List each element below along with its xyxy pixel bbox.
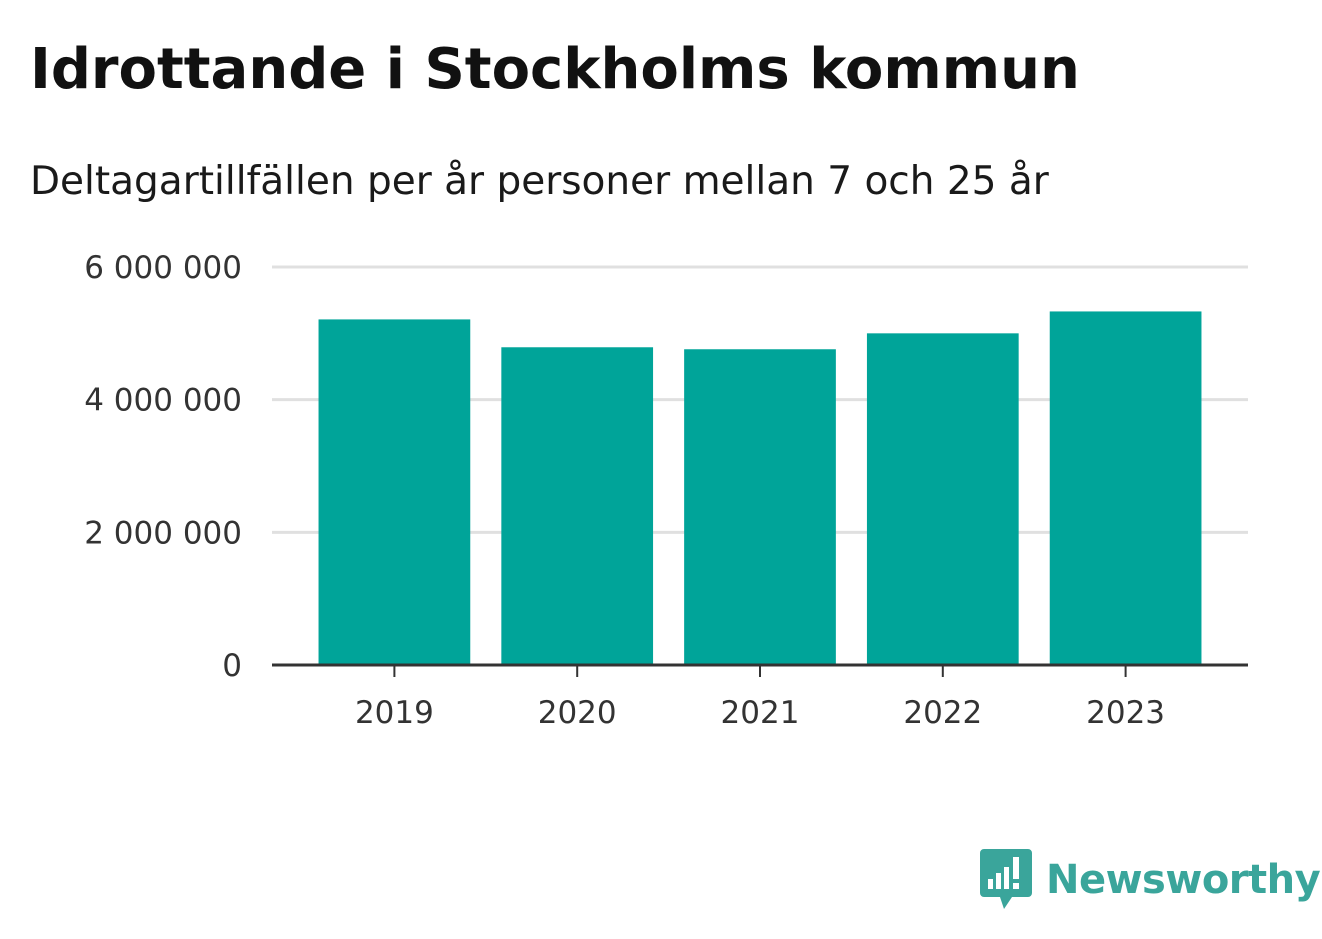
x-tick-label: 2023 bbox=[1086, 695, 1165, 731]
y-axis-tick-labels: 0 2 000 000 4 000 000 6 000 000 bbox=[84, 250, 242, 684]
bar-2023 bbox=[1049, 311, 1202, 665]
newsworthy-logo-icon bbox=[980, 849, 1032, 909]
y-tick-label: 6 000 000 bbox=[84, 250, 242, 286]
bar-2022 bbox=[866, 333, 1019, 665]
chart-subtitle: Deltagartillfällen per år personer mella… bbox=[30, 159, 1049, 204]
x-tick-label: 2021 bbox=[721, 695, 800, 731]
x-tick-label: 2022 bbox=[903, 695, 982, 731]
x-tick-label: 2020 bbox=[538, 695, 617, 731]
y-tick-label: 0 bbox=[222, 648, 242, 684]
brand-name: Newsworthy bbox=[1046, 857, 1321, 903]
brand-footer: Newsworthy bbox=[980, 848, 1321, 912]
x-tick-label: 2019 bbox=[355, 695, 434, 731]
x-axis: 2019 2020 2021 2022 2023 bbox=[272, 663, 1248, 731]
y-tick-label: 2 000 000 bbox=[84, 515, 242, 551]
bars bbox=[318, 311, 1202, 665]
y-tick-label: 4 000 000 bbox=[84, 383, 242, 419]
chart-title: Idrottande i Stockholms kommun bbox=[30, 37, 1080, 102]
bar-2020 bbox=[501, 347, 654, 665]
bar-chart: 0 2 000 000 4 000 000 6 000 000 2019 2020 202… bbox=[84, 250, 1248, 731]
bar-2021 bbox=[684, 349, 836, 665]
bar-2019 bbox=[318, 319, 471, 665]
